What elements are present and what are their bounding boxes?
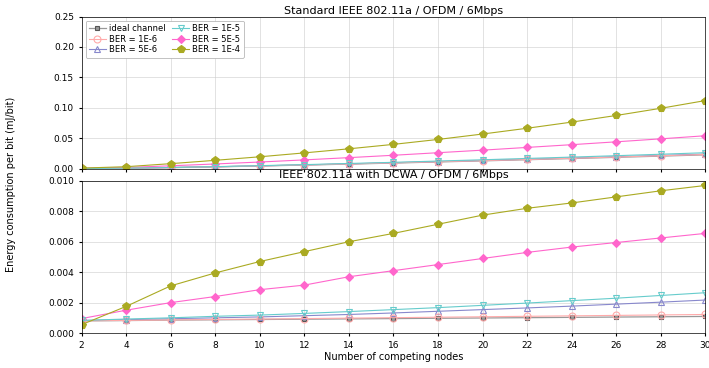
Title: IEEE 802.11a with DCWA / OFDM / 6Mbps: IEEE 802.11a with DCWA / OFDM / 6Mbps xyxy=(279,170,508,180)
Title: Standard IEEE 802.11a / OFDM / 6Mbps: Standard IEEE 802.11a / OFDM / 6Mbps xyxy=(284,6,503,16)
X-axis label: Number of competing nodes: Number of competing nodes xyxy=(324,353,463,362)
Text: Energy consumption per bit (mJ/bit): Energy consumption per bit (mJ/bit) xyxy=(6,96,16,272)
Legend: ideal channel, BER = 1E-6, BER = 5E-6, BER = 1E-5, BER = 5E-5, BER = 1E-4: ideal channel, BER = 1E-6, BER = 5E-6, B… xyxy=(86,21,244,58)
